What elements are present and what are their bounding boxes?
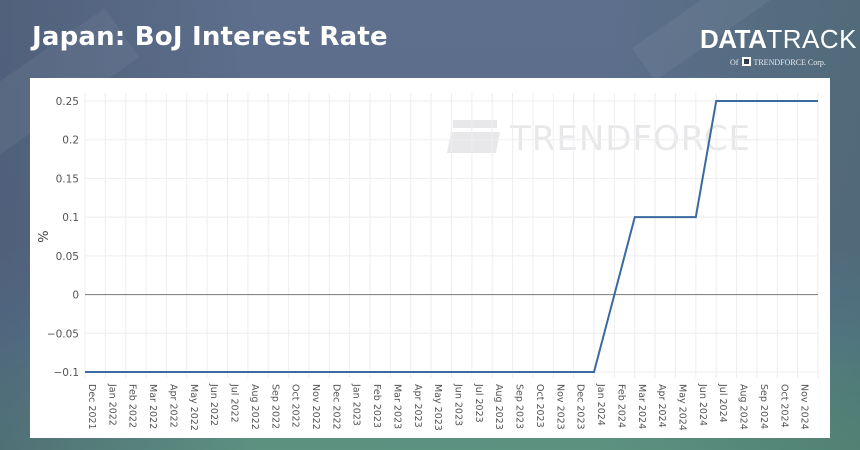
x-tick-label: Jun 2023	[453, 383, 464, 426]
y-tick-label: −0.1	[54, 367, 80, 379]
datatrack-logo: DATATRACK Of TRENDFORCE Corp.	[700, 24, 856, 70]
y-tick-label: −0.05	[47, 328, 79, 340]
y-tick-label: 0.1	[62, 212, 79, 224]
x-tick-label: Aug 2022	[249, 384, 260, 430]
x-tick-label: Oct 2023	[534, 384, 545, 428]
x-tick-label: Dec 2023	[575, 384, 586, 430]
y-tick-label: 0.2	[62, 135, 79, 147]
x-tick-label: Jan 2024	[595, 383, 606, 426]
x-tick-label: Nov 2022	[310, 384, 321, 430]
x-tick-label: Apr 2024	[656, 384, 667, 428]
line-chart: TRENDFORCE 0.25 0.2 0.15 0.1 0.05 0 −0.05 −0.1% D…	[37, 93, 819, 431]
x-tick-label: Dec 2022	[330, 384, 341, 430]
x-tick-label: Jan 2022	[106, 383, 117, 426]
x-tick-label: Sep 2022	[269, 384, 280, 429]
x-tick-label: May 2022	[188, 384, 199, 431]
x-tick-label: Feb 2022	[127, 384, 138, 428]
logo-wordmark: DATATRACK	[700, 24, 857, 55]
x-tick-label: Oct 2022	[290, 384, 301, 428]
x-tick-label: Feb 2024	[615, 384, 626, 428]
x-tick-label: Sep 2024	[758, 384, 769, 429]
x-tick-label: Aug 2023	[493, 384, 504, 430]
logo-sub-brand: TRENDFORCE	[753, 58, 806, 67]
logo-subtitle: Of TRENDFORCE Corp.	[730, 57, 826, 67]
x-tick-label: Sep 2023	[514, 384, 525, 429]
logo-bold-part: DATA	[700, 24, 767, 54]
x-tick-label: Oct 2024	[778, 384, 789, 428]
x-tick-label: Apr 2023	[412, 384, 423, 428]
y-tick-label: 0	[72, 290, 79, 302]
trendforce-watermark: TRENDFORCE	[447, 119, 751, 159]
y-tick-label: 0.25	[56, 96, 79, 108]
watermark-text: TRENDFORCE	[509, 119, 751, 159]
x-tick-label: May 2024	[676, 384, 687, 431]
x-tick-label: Apr 2022	[167, 384, 178, 428]
x-tick-label: May 2023	[432, 384, 443, 431]
trendforce-logo-icon	[742, 57, 752, 66]
logo-sub-suffix: Corp.	[807, 58, 826, 67]
logo-sub-prefix: Of	[730, 58, 739, 67]
x-tick-label: Feb 2023	[371, 384, 382, 428]
x-tick-label: Nov 2023	[554, 384, 565, 430]
page-title: Japan: BoJ Interest Rate	[32, 22, 388, 52]
x-tick-label: Dec 2021	[86, 384, 97, 430]
x-tick-label: Nov 2024	[799, 384, 810, 430]
x-tick-label: Jun 2024	[697, 383, 708, 426]
series-line	[85, 100, 818, 373]
logo-thin-part: TRACK	[766, 24, 857, 54]
y-tick-label: 0.05	[56, 251, 79, 263]
x-tick-label: Jan 2023	[351, 383, 362, 426]
x-tick-label: Mar 2023	[391, 384, 402, 429]
x-tick-label: Jun 2022	[208, 383, 219, 426]
y-tick-label: 0.15	[56, 173, 79, 185]
x-tick-label: Mar 2022	[147, 384, 158, 429]
x-tick-label: Jul 2022	[229, 383, 240, 423]
y-axis-label: %	[37, 230, 52, 242]
x-tick-label: Mar 2024	[636, 384, 647, 429]
x-tick-label: Jul 2024	[717, 383, 728, 423]
x-tick-label: Jul 2023	[473, 383, 484, 423]
x-tick-label: Aug 2024	[738, 384, 749, 430]
chart-card: TRENDFORCE 0.25 0.2 0.15 0.1 0.05 0 −0.05 −0.1% D…	[30, 78, 830, 438]
